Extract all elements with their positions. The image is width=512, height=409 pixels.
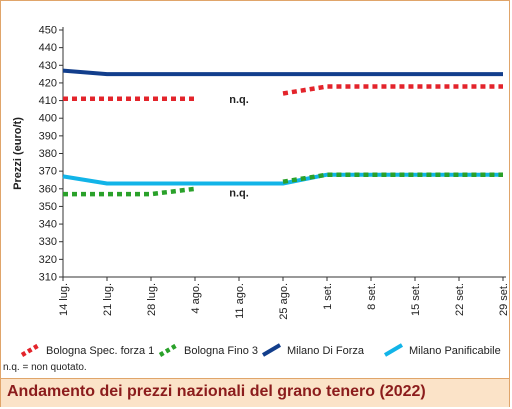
x-tick-label: 22 set. bbox=[454, 283, 466, 316]
axes: 310 320 330 340 350 360 370 380 390 400 410 420 430 4… bbox=[12, 25, 510, 320]
y-tick-label: 450 bbox=[39, 25, 57, 37]
y-tick-label: 380 bbox=[39, 148, 57, 160]
x-tick-label: 14 lug. bbox=[58, 283, 70, 316]
y-tick-label: 410 bbox=[39, 95, 57, 107]
legend-swatch bbox=[261, 343, 282, 357]
y-tick-label: 370 bbox=[39, 166, 57, 178]
y-tick-label: 430 bbox=[39, 60, 57, 72]
legend-label: Milano Panificabile bbox=[409, 345, 501, 357]
nq-annotation: n.q. bbox=[229, 187, 249, 199]
series-line bbox=[282, 84, 503, 96]
footnote: n.q. = non quotato. bbox=[3, 362, 87, 373]
y-tick-label: 310 bbox=[39, 272, 57, 284]
legend-swatch bbox=[20, 343, 41, 357]
y-tick-label: 350 bbox=[39, 201, 57, 213]
chart-title: Andamento dei prezzi nazionali del grano… bbox=[7, 383, 426, 400]
y-tick-label: 320 bbox=[39, 254, 57, 266]
y-tick-label: 330 bbox=[39, 236, 57, 248]
x-tick-label: 8 set. bbox=[366, 283, 378, 310]
y-tick-label: 340 bbox=[39, 219, 57, 231]
y-tick-label: 440 bbox=[39, 42, 57, 54]
series-line bbox=[63, 186, 196, 197]
x-tick-label: 11 ago. bbox=[234, 283, 246, 319]
x-tick-label: 21 lug. bbox=[102, 283, 114, 316]
x-tick-label: 28 lug. bbox=[146, 283, 158, 316]
y-tick-label: 400 bbox=[39, 113, 57, 125]
nq-annotation: n.q. bbox=[229, 94, 249, 106]
annotations: n.q. n.q. bbox=[229, 94, 249, 200]
y-tick-label: 390 bbox=[39, 130, 57, 142]
series-line bbox=[62, 68, 503, 77]
chart-title-bar: Andamento dei prezzi nazionali del grano… bbox=[1, 378, 509, 407]
series-layer bbox=[62, 68, 503, 197]
x-tick-label: 29 set. bbox=[498, 283, 510, 316]
y-tick-label: 420 bbox=[39, 77, 57, 89]
price-chart: 310 320 330 340 350 360 370 380 390 400 410 420 430 4… bbox=[12, 25, 510, 358]
x-tick-label: 4 ago. bbox=[190, 283, 202, 314]
legend-swatch bbox=[158, 343, 179, 357]
legend: Bologna Spec. forza 1 Bologna Fino 3 Milan… bbox=[20, 343, 501, 357]
legend-label: Bologna Fino 3 bbox=[184, 345, 258, 357]
x-tick-label: 25 ago. bbox=[278, 283, 290, 320]
y-tick-label: 360 bbox=[39, 183, 57, 195]
y-axis-label: Prezzi (euro/t) bbox=[12, 117, 24, 190]
legend-label: Bologna Spec. forza 1 bbox=[46, 345, 154, 357]
series-line bbox=[282, 172, 503, 184]
legend-swatch bbox=[383, 343, 404, 357]
legend-label: Milano Di Forza bbox=[287, 345, 365, 357]
x-tick-label: 15 set. bbox=[410, 283, 422, 316]
x-tick-label: 1 set. bbox=[322, 283, 334, 310]
